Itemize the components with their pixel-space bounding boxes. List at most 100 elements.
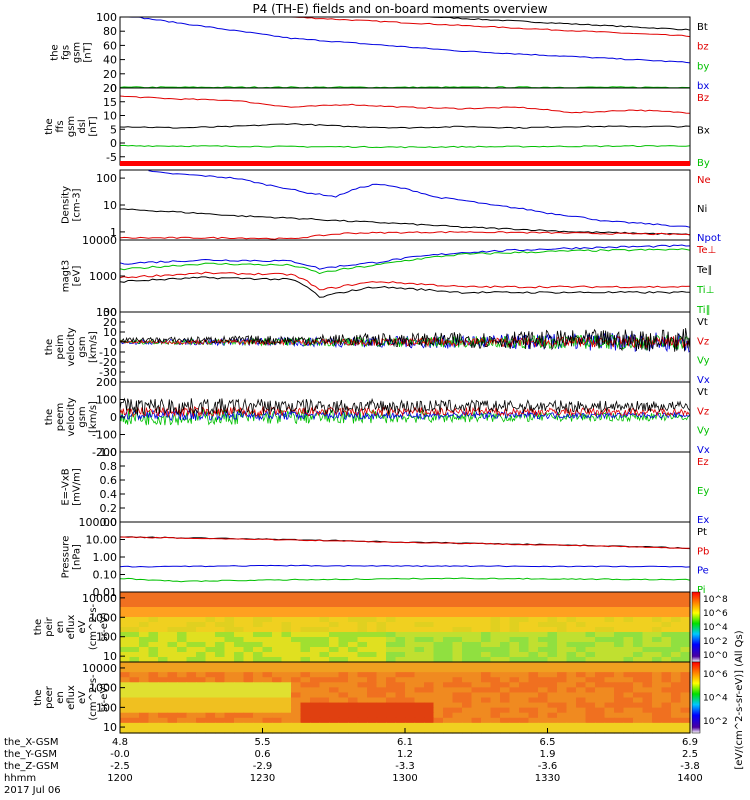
heatmap-cell bbox=[215, 652, 226, 658]
heatmap-cell bbox=[376, 672, 387, 678]
heatmap-cell bbox=[367, 647, 378, 653]
heatmap-cell bbox=[291, 667, 302, 673]
heatmap-cell bbox=[224, 677, 235, 683]
heatmap-cell bbox=[253, 652, 264, 658]
heatmap-cell bbox=[196, 597, 207, 603]
series-black-trace bbox=[120, 328, 691, 352]
heatmap-cell bbox=[291, 657, 302, 663]
heatmap-cell bbox=[652, 622, 663, 628]
heatmap-cell bbox=[348, 712, 359, 719]
heatmap-cell bbox=[234, 722, 245, 729]
heatmap-cell bbox=[462, 622, 473, 628]
heatmap-cell bbox=[139, 602, 150, 608]
heatmap-cell bbox=[319, 667, 330, 673]
heatmap-cell bbox=[642, 602, 653, 608]
heatmap-cell bbox=[509, 642, 520, 648]
heatmap-cell bbox=[310, 682, 321, 688]
heatmap-cell bbox=[253, 682, 264, 688]
heatmap-cell bbox=[129, 662, 140, 668]
heatmap-cell bbox=[519, 682, 530, 688]
heatmap-cell bbox=[376, 657, 387, 663]
heatmap-cell bbox=[452, 642, 463, 648]
heatmap-cell bbox=[148, 612, 159, 618]
heatmap-cell bbox=[129, 672, 140, 678]
heatmap-cell bbox=[148, 622, 159, 628]
heatmap-cell bbox=[177, 692, 188, 699]
heatmap-cell bbox=[424, 687, 435, 694]
heatmap-cell bbox=[424, 702, 435, 709]
heatmap-cell bbox=[291, 637, 302, 643]
heatmap-cell bbox=[595, 712, 606, 719]
heatmap-cell bbox=[167, 597, 178, 603]
y-tick-label: 100 bbox=[96, 11, 117, 24]
heatmap-cell bbox=[253, 717, 264, 724]
heatmap-cell bbox=[329, 592, 340, 598]
heatmap-cell bbox=[462, 647, 473, 653]
heatmap-cell bbox=[139, 607, 150, 613]
heatmap-cell bbox=[509, 672, 520, 678]
heatmap-cell bbox=[566, 647, 577, 653]
heatmap-cell bbox=[585, 622, 596, 628]
heatmap-cell bbox=[604, 607, 615, 613]
legend-pi: Pi bbox=[697, 585, 706, 596]
heatmap-cell bbox=[414, 642, 425, 648]
heatmap-cell bbox=[262, 672, 273, 678]
heatmap-cell bbox=[158, 712, 169, 719]
heatmap-cell bbox=[120, 617, 131, 623]
y-tick-label: 15 bbox=[103, 96, 117, 109]
heatmap-cell bbox=[595, 617, 606, 623]
heatmap-cell bbox=[633, 687, 644, 694]
heatmap-cell bbox=[376, 597, 387, 603]
heatmap-cell bbox=[604, 612, 615, 618]
heatmap-cell bbox=[376, 612, 387, 618]
heatmap-cell bbox=[519, 712, 530, 719]
y-axis-label: Pressure bbox=[61, 536, 72, 579]
panel-frame bbox=[119, 169, 691, 241]
heatmap-cell bbox=[642, 637, 653, 643]
heatmap-cell bbox=[671, 712, 682, 719]
heatmap-cell bbox=[481, 612, 492, 618]
heatmap-cell bbox=[614, 712, 625, 719]
x-tick-label: 0.6 bbox=[255, 749, 271, 760]
heatmap-cell bbox=[262, 637, 273, 643]
heatmap-cell bbox=[291, 607, 302, 613]
heatmap-cell bbox=[680, 622, 691, 628]
heatmap-cell bbox=[633, 632, 644, 638]
heatmap-cell bbox=[585, 602, 596, 608]
heatmap-cell bbox=[642, 682, 653, 688]
heatmap-cell bbox=[433, 617, 444, 623]
heatmap-cell bbox=[395, 647, 406, 653]
heatmap-cell bbox=[177, 727, 188, 734]
heatmap-cell bbox=[329, 617, 340, 623]
x-tick-label: 1300 bbox=[392, 773, 417, 784]
heatmap-cell bbox=[234, 687, 245, 694]
heatmap-cell bbox=[177, 632, 188, 638]
y-tick-label: 0.10 bbox=[93, 569, 118, 582]
heatmap-cell bbox=[205, 627, 216, 633]
heatmap-cell bbox=[338, 702, 349, 709]
heatmap-cell bbox=[281, 622, 292, 628]
heatmap-cell bbox=[338, 652, 349, 658]
heatmap-cell bbox=[139, 592, 150, 598]
heatmap-cell bbox=[348, 697, 359, 704]
heatmap-cell bbox=[148, 627, 159, 633]
heatmap-cell bbox=[528, 602, 539, 608]
heatmap-cell bbox=[319, 597, 330, 603]
heatmap-cell bbox=[215, 702, 226, 709]
heatmap-cell bbox=[557, 647, 568, 653]
heatmap-cell bbox=[329, 642, 340, 648]
heatmap-cell bbox=[243, 677, 254, 683]
heatmap-cell bbox=[158, 717, 169, 724]
heatmap-cell bbox=[604, 647, 615, 653]
heatmap-cell bbox=[186, 652, 197, 658]
heatmap-cell bbox=[205, 652, 216, 658]
heatmap-cell bbox=[139, 642, 150, 648]
heatmap-cell bbox=[291, 707, 302, 714]
heatmap-cell bbox=[519, 637, 530, 643]
heatmap-cell bbox=[129, 632, 140, 638]
heatmap-cell bbox=[158, 687, 169, 694]
heatmap-cell bbox=[433, 712, 444, 719]
heatmap-cell bbox=[424, 592, 435, 598]
heatmap-cell bbox=[167, 722, 178, 729]
heatmap-cell bbox=[405, 637, 416, 643]
